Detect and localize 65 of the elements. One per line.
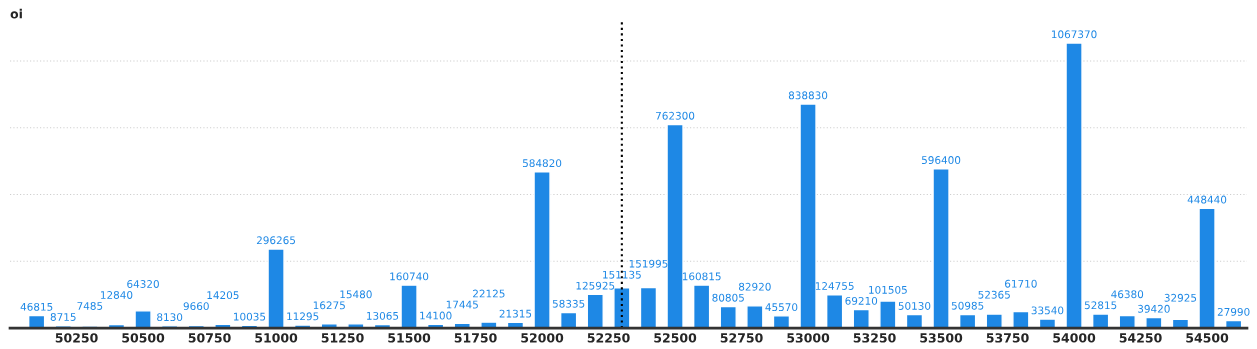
data-label: 584820: [522, 159, 562, 168]
data-label: 21315: [499, 309, 532, 318]
data-label: 160740: [390, 272, 429, 281]
data-label: 39420: [1138, 304, 1170, 313]
data-label: 11295: [287, 312, 319, 321]
data-label: 52365: [978, 290, 1010, 299]
data-label: 596400: [921, 156, 961, 164]
data-label: 12840: [101, 291, 133, 299]
data-label: 64320: [127, 280, 159, 288]
data-label: 7485: [77, 302, 103, 310]
data-label: 160815: [682, 272, 721, 281]
x-tick-label: 52750: [720, 333, 763, 343]
data-label: 46380: [1111, 290, 1144, 299]
x-tick-label: 51500: [388, 333, 431, 343]
x-tick-label: 54250: [1119, 333, 1162, 343]
data-label: 80805: [712, 293, 744, 302]
data-label: 52815: [1084, 301, 1117, 310]
data-label: 22125: [473, 289, 505, 298]
x-tick-label: 54000: [1053, 333, 1096, 343]
x-tick-label: 50750: [188, 333, 231, 343]
x-tick-label: 50250: [55, 333, 98, 343]
x-tick-label: 51750: [454, 333, 497, 343]
data-label: 45570: [765, 303, 798, 312]
data-label: 14205: [207, 291, 239, 300]
data-label: 151995: [629, 259, 668, 268]
x-tick-label: 53000: [787, 333, 830, 343]
x-tick-label: 53250: [853, 333, 896, 343]
data-label: 151135: [603, 270, 641, 279]
data-label: 50985: [951, 301, 984, 310]
data-label: 9660: [183, 302, 209, 311]
y-axis-title: oi: [10, 8, 22, 19]
data-label: 1067370: [1051, 30, 1097, 39]
data-label: 124755: [815, 282, 854, 290]
data-label: 448440: [1187, 195, 1227, 204]
data-label: 16275: [313, 301, 345, 310]
data-label: 8130: [157, 313, 183, 322]
data-label: 762300: [656, 111, 695, 120]
data-label: 14100: [420, 311, 452, 320]
data-label: 10035: [234, 312, 266, 321]
x-tick-label: 51250: [321, 333, 364, 343]
x-tick-label: 52500: [654, 333, 697, 343]
data-label: 13065: [367, 311, 399, 320]
data-label: 33540: [1031, 306, 1064, 315]
data-label: 58335: [552, 299, 585, 308]
data-label: 82920: [738, 282, 771, 291]
data-label: 69210: [845, 296, 878, 305]
data-label: 50130: [898, 302, 931, 310]
data-label: 101505: [869, 285, 907, 294]
x-tick-label: 50500: [122, 333, 165, 343]
x-tick-label: 51000: [255, 333, 298, 343]
x-tick-label: 53750: [986, 333, 1029, 343]
data-label: 46815: [20, 302, 53, 311]
data-label: 17445: [446, 300, 478, 309]
data-label: 27990: [1217, 307, 1250, 316]
data-label: 296265: [256, 236, 296, 245]
data-label: 32925: [1164, 293, 1197, 302]
x-tick-label: 53500: [920, 333, 963, 343]
x-tick-label: 54500: [1186, 333, 1229, 343]
data-label: 61710: [1005, 279, 1037, 288]
data-label: 8715: [50, 313, 76, 321]
data-label: 15480: [340, 290, 372, 299]
data-label: 838830: [788, 91, 828, 100]
x-tick-label: 52000: [521, 333, 564, 343]
x-tick-label: 52250: [587, 333, 630, 343]
data-label: 125925: [576, 281, 615, 290]
